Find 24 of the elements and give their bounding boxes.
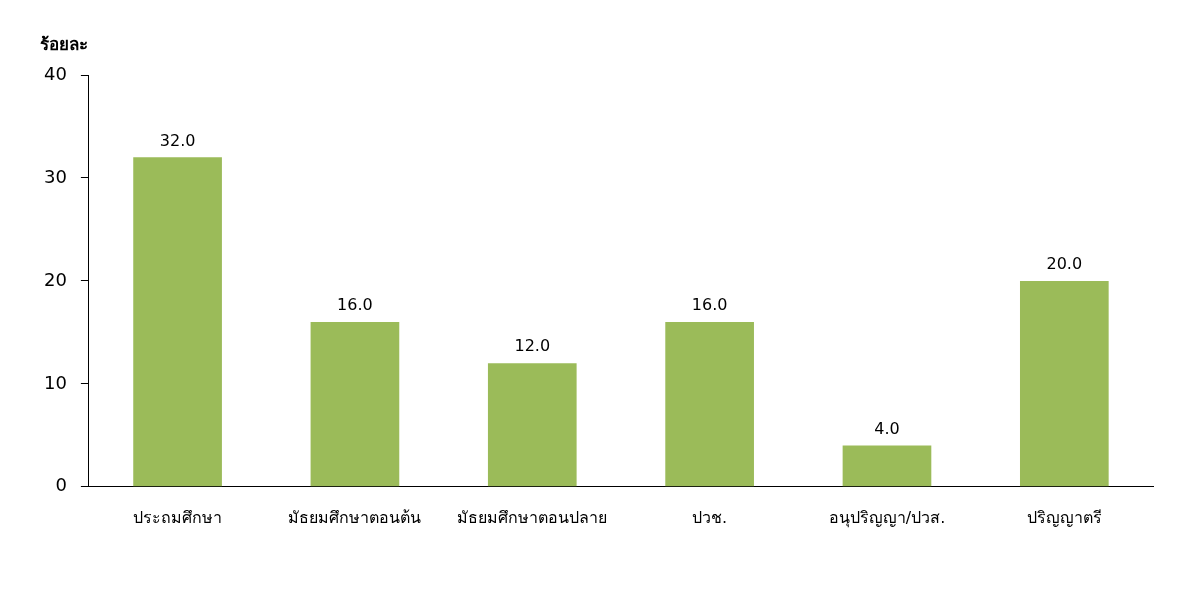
bar: [842, 445, 932, 487]
x-tick-label: ประถมศึกษา: [133, 507, 223, 527]
y-axis-title: ร้อยละ: [40, 34, 88, 54]
data-label: 16.0: [337, 295, 373, 315]
y-tick-label: 20: [44, 268, 67, 290]
data-label: 32.0: [159, 130, 196, 150]
y-tick-label: 10: [44, 371, 67, 393]
bar: [133, 157, 222, 487]
x-tick-label: มัธยมศึกษาตอนต้น: [288, 507, 422, 527]
data-label: 4.0: [874, 418, 900, 438]
x-tick-label: มัธยมศึกษาตอนปลาย: [457, 507, 608, 527]
x-tick-label: ปริญญาตรี: [1026, 507, 1102, 527]
y-tick-label: 40: [44, 62, 67, 84]
data-label: 16.0: [691, 295, 728, 315]
bar: [487, 363, 577, 487]
data-label: 12.0: [514, 336, 551, 356]
bar: [665, 322, 754, 487]
data-label: 20.0: [1046, 254, 1083, 274]
y-tick-label: 30: [44, 165, 67, 187]
bar: [310, 322, 400, 487]
x-tick-label: อนุปริญญา/ปวส.: [828, 507, 946, 528]
x-tick-label: ปวช.: [692, 507, 728, 527]
bar: [1019, 280, 1109, 487]
y-tick-label: 0: [55, 474, 67, 496]
